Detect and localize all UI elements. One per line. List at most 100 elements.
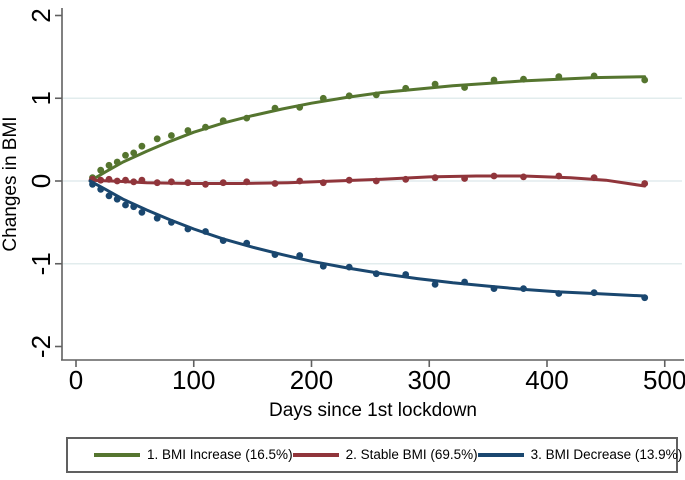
scatter-dot-bmi-increase (184, 127, 192, 134)
scatter-dot-bmi-increase (345, 92, 353, 100)
scatter-dot-bmi-decrease (345, 263, 353, 271)
scatter-dot-bmi-decrease (555, 290, 563, 297)
scatter-dot-bmi-decrease (243, 239, 251, 247)
legend: 1. BMI Increase (16.5%) 2. Stable BMI (6… (66, 437, 682, 473)
scatter-dot-stable-bmi (590, 174, 598, 182)
scatter-dot-bmi-increase (130, 149, 138, 157)
scatter-dot-stable-bmi (520, 173, 527, 181)
tick-labels: 2 1 0 -1 -2 0 100 200 300 400 500 (26, 8, 685, 395)
scatter-dot-bmi-increase (202, 123, 209, 131)
y-tick-label: -1 (26, 252, 56, 275)
scatter-dot-bmi-increase (555, 73, 563, 81)
bmi-increase-line-swatch (94, 453, 140, 457)
scatter-dot-bmi-increase (138, 142, 146, 150)
data-series (88, 72, 649, 302)
scatter-dot-bmi-decrease (105, 192, 113, 200)
scatter-dot-stable-bmi (372, 177, 380, 185)
scatter-dot-bmi-decrease (461, 278, 468, 286)
scatter-dot-stable-bmi (296, 177, 304, 185)
scatter-dot-bmi-decrease (130, 203, 138, 211)
scatter-dot-stable-bmi (461, 175, 468, 182)
scatter-dot-bmi-decrease (641, 294, 649, 302)
chart-canvas: 2 1 0 -1 -2 0 100 200 300 400 500 Days since 1st l… (0, 8, 685, 421)
axes (55, 8, 684, 367)
stable-bmi-line-swatch (292, 453, 339, 457)
scatter-dot-bmi-decrease (153, 214, 161, 222)
scatter-dot-stable-bmi (202, 180, 209, 188)
scatter-dot-bmi-increase (153, 135, 161, 143)
y-tick-label: 0 (26, 174, 56, 188)
scatter-dot-bmi-increase (97, 166, 105, 174)
legend-label-bmi-increase: 1. BMI Increase (16.5%) (147, 447, 293, 463)
scatter-dot-bmi-decrease (590, 289, 598, 297)
scatter-dot-bmi-increase (590, 72, 598, 80)
scatter-dot-bmi-decrease (219, 237, 227, 245)
scatter-dot-bmi-increase (490, 76, 498, 84)
scatter-dot-bmi-increase (402, 84, 410, 92)
x-tick-label: 100 (172, 365, 215, 395)
scatter-dot-bmi-decrease (89, 180, 96, 188)
y-axis-title: Changes in BMI (0, 116, 21, 251)
scatter-dot-bmi-increase (461, 84, 468, 91)
scatter-dot-stable-bmi (402, 175, 410, 183)
x-tick-label: 300 (408, 365, 451, 395)
scatter-dot-bmi-decrease (402, 271, 410, 278)
scatter-dot-bmi-decrease (184, 225, 192, 233)
scatter-dot-bmi-increase (271, 104, 279, 112)
scatter-dot-bmi-increase (219, 117, 227, 124)
scatter-dot-bmi-decrease (296, 252, 304, 259)
scatter-dot-bmi-decrease (520, 285, 527, 292)
scatter-dot-stable-bmi (113, 177, 121, 185)
scatter-dot-bmi-increase (105, 161, 113, 169)
scatter-dot-stable-bmi (319, 179, 327, 187)
fit-line-bmi-decrease (88, 179, 647, 298)
scatter-dot-bmi-decrease (168, 219, 175, 226)
scatter-dot-bmi-increase (113, 158, 121, 166)
scatter-dot-stable-bmi (130, 178, 138, 186)
scatter-dot-bmi-decrease (202, 228, 209, 235)
scatter-dot-bmi-decrease (113, 195, 121, 203)
scatter-dot-bmi-increase (319, 94, 327, 102)
scatter-dot-stable-bmi (122, 176, 129, 184)
x-tick-label: 400 (525, 365, 568, 395)
x-tick-label: 0 (69, 365, 83, 395)
scatter-dot-stable-bmi (641, 180, 649, 187)
legend-label-stable-bmi: 2. Stable BMI (69.5%) (345, 447, 478, 463)
scatter-dot-stable-bmi (555, 172, 563, 180)
scatter-dot-stable-bmi (168, 178, 175, 186)
scatter-dot-bmi-increase (372, 91, 380, 99)
y-tick-label: 1 (26, 91, 56, 105)
scatter-dot-stable-bmi (271, 180, 279, 187)
scatter-dot-bmi-decrease (97, 185, 105, 193)
x-tick-label: 200 (290, 365, 333, 395)
scatter-dot-bmi-increase (431, 80, 439, 88)
scatter-dot-bmi-increase (641, 76, 649, 84)
scatter-dot-bmi-decrease (271, 251, 279, 258)
y-tick-label: -2 (26, 335, 56, 358)
scatter-dot-stable-bmi (431, 174, 439, 182)
scatter-dot-stable-bmi (219, 179, 227, 187)
scatter-dot-bmi-decrease (490, 285, 498, 292)
bmi-decrease-line-swatch (477, 453, 524, 457)
scatter-dot-bmi-decrease (138, 209, 146, 216)
scatter-dot-stable-bmi (138, 176, 146, 184)
y-tick-label: 2 (26, 8, 56, 22)
scatter-dot-bmi-increase (168, 132, 175, 139)
scatter-dot-stable-bmi (97, 176, 105, 184)
legend-item-bmi-increase: 1. BMI Increase (16.5%) (94, 448, 293, 462)
scatter-dot-bmi-increase (122, 151, 129, 159)
scatter-dot-bmi-decrease (122, 201, 129, 209)
scatter-dot-stable-bmi (490, 172, 498, 180)
scatter-dot-bmi-decrease (372, 270, 380, 278)
legend-item-bmi-decrease: 3. BMI Decrease (13.9%) (477, 447, 683, 463)
x-axis-title: Days since 1st lockdown (269, 400, 477, 421)
scatter-dot-bmi-increase (296, 104, 304, 111)
scatter-dot-stable-bmi (105, 175, 113, 183)
scatter-dot-bmi-decrease (431, 281, 439, 288)
fit-line-bmi-increase (88, 75, 647, 183)
scatter-dot-bmi-increase (243, 114, 251, 122)
legend-label-bmi-decrease: 3. BMI Decrease (13.9%) (530, 447, 683, 463)
x-tick-label: 500 (643, 365, 685, 395)
scatter-dot-bmi-increase (520, 75, 527, 83)
